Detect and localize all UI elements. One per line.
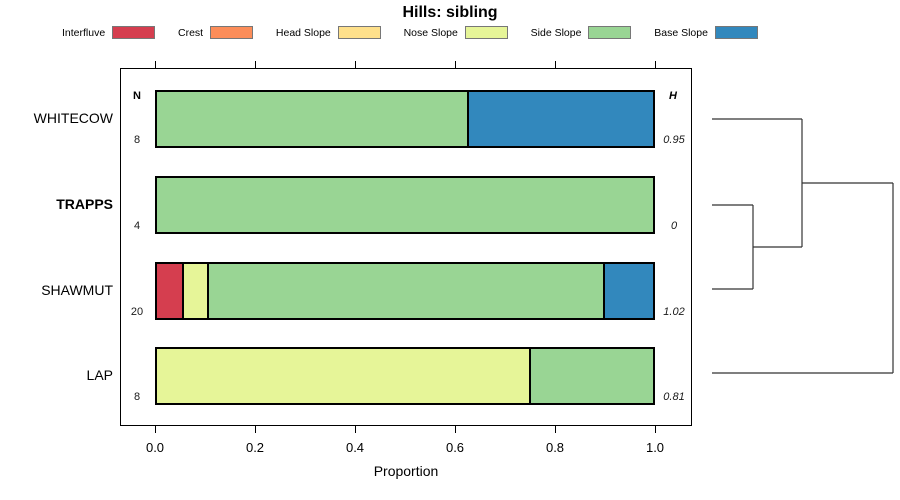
n-value-whitecow: 8 xyxy=(133,134,141,146)
row-label-shawmut: SHAWMUT xyxy=(41,282,113,298)
legend: Interfluve Crest Head Slope Nose Slope Side … xyxy=(62,26,758,39)
h-value-trapps: 0 xyxy=(670,220,678,232)
bar-segment-side-slope xyxy=(157,178,653,232)
axis-tick-top xyxy=(355,61,356,68)
bar-segment-interfluve xyxy=(157,264,182,318)
legend-swatch-head-slope xyxy=(337,26,381,39)
x-tick-label: 0.0 xyxy=(145,440,165,455)
n-value-shawmut: 20 xyxy=(130,306,144,318)
legend-swatch-nose-slope xyxy=(464,26,508,39)
legend-swatch-side-slope xyxy=(588,26,632,39)
bar-segment-nose-slope xyxy=(181,264,207,318)
column-header-h: H xyxy=(669,90,677,102)
legend-label: Nose Slope xyxy=(403,26,458,39)
n-value-trapps: 4 xyxy=(133,220,141,232)
n-value-lap: 8 xyxy=(133,391,141,403)
h-value-lap: 0.81 xyxy=(663,391,685,403)
bar-whitecow xyxy=(155,90,655,148)
column-header-n: N xyxy=(133,90,141,102)
axis-tick-top xyxy=(655,61,656,68)
legend-swatch-crest xyxy=(210,26,254,39)
bar-segment-side-slope xyxy=(529,349,653,403)
legend-label: Side Slope xyxy=(530,26,582,39)
legend-swatch-base-slope xyxy=(714,26,758,39)
axis-tick-bottom xyxy=(155,426,156,433)
h-value-whitecow: 0.95 xyxy=(663,134,685,146)
x-tick-label: 1.0 xyxy=(645,440,665,455)
legend-label: Head Slope xyxy=(275,26,331,39)
bar-segment-nose-slope xyxy=(157,349,529,403)
legend-item-nose-slope: Nose Slope xyxy=(404,26,508,39)
legend-item-head-slope: Head Slope xyxy=(276,26,381,39)
x-tick-label: 0.4 xyxy=(345,440,365,455)
axis-tick-bottom xyxy=(455,426,456,433)
legend-item-side-slope: Side Slope xyxy=(531,26,632,39)
legend-label: Interfluve xyxy=(62,26,106,39)
axis-tick-bottom xyxy=(355,426,356,433)
x-tick-label: 0.2 xyxy=(245,440,265,455)
legend-item-base-slope: Base Slope xyxy=(654,26,758,39)
bar-lap xyxy=(155,347,655,405)
h-value-shawmut: 1.02 xyxy=(663,306,685,318)
row-label-trapps: TRAPPS xyxy=(56,196,113,212)
axis-tick-bottom xyxy=(655,426,656,433)
axis-tick-bottom xyxy=(555,426,556,433)
bar-shawmut xyxy=(155,262,655,320)
x-axis-label: Proportion xyxy=(373,463,439,479)
axis-tick-top xyxy=(255,61,256,68)
x-tick-label: 0.8 xyxy=(545,440,565,455)
legend-item-crest: Crest xyxy=(178,26,254,39)
row-label-whitecow: WHITECOW xyxy=(33,110,113,126)
axis-tick-bottom xyxy=(255,426,256,433)
bar-trapps xyxy=(155,176,655,234)
bar-segment-base-slope xyxy=(603,264,653,318)
bar-segment-side-slope xyxy=(206,264,604,318)
legend-swatch-interfluve xyxy=(112,26,156,39)
legend-label: Crest xyxy=(178,26,204,39)
bar-segment-side-slope xyxy=(157,92,467,146)
chart-title: Hills: sibling xyxy=(402,4,498,21)
row-label-lap: LAP xyxy=(86,367,113,383)
x-tick-label: 0.6 xyxy=(445,440,465,455)
legend-item-interfluve: Interfluve xyxy=(62,26,156,39)
axis-tick-top xyxy=(555,61,556,68)
axis-tick-top xyxy=(155,61,156,68)
legend-label: Base Slope xyxy=(654,26,708,39)
axis-tick-top xyxy=(455,61,456,68)
bar-segment-base-slope xyxy=(467,92,653,146)
